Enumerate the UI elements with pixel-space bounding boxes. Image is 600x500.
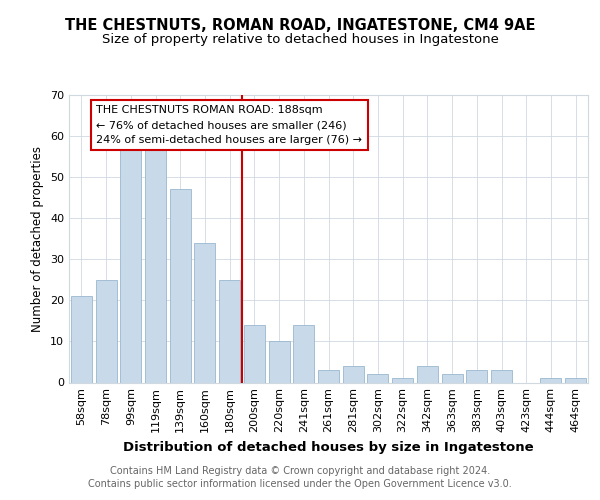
Bar	[367, 374, 388, 382]
Bar	[194, 243, 215, 382]
Bar	[269, 342, 290, 382]
Bar	[417, 366, 438, 382]
Text: THE CHESTNUTS, ROMAN ROAD, INGATESTONE, CM4 9AE: THE CHESTNUTS, ROMAN ROAD, INGATESTONE, …	[65, 18, 535, 32]
Y-axis label: Number of detached properties: Number of detached properties	[31, 146, 44, 332]
Text: Contains HM Land Registry data © Crown copyright and database right 2024.: Contains HM Land Registry data © Crown c…	[110, 466, 490, 476]
Bar	[442, 374, 463, 382]
Bar	[318, 370, 339, 382]
Bar	[392, 378, 413, 382]
Bar	[565, 378, 586, 382]
Bar	[71, 296, 92, 382]
Bar	[244, 325, 265, 382]
Bar	[95, 280, 116, 382]
Bar	[120, 148, 141, 382]
Bar	[491, 370, 512, 382]
X-axis label: Distribution of detached houses by size in Ingatestone: Distribution of detached houses by size …	[123, 441, 534, 454]
Bar	[219, 280, 240, 382]
Bar	[145, 148, 166, 382]
Bar	[293, 325, 314, 382]
Bar	[343, 366, 364, 382]
Text: THE CHESTNUTS ROMAN ROAD: 188sqm
← 76% of detached houses are smaller (246)
24% : THE CHESTNUTS ROMAN ROAD: 188sqm ← 76% o…	[96, 106, 362, 145]
Bar	[466, 370, 487, 382]
Bar	[541, 378, 562, 382]
Text: Contains public sector information licensed under the Open Government Licence v3: Contains public sector information licen…	[88, 479, 512, 489]
Text: Size of property relative to detached houses in Ingatestone: Size of property relative to detached ho…	[101, 32, 499, 46]
Bar	[170, 190, 191, 382]
